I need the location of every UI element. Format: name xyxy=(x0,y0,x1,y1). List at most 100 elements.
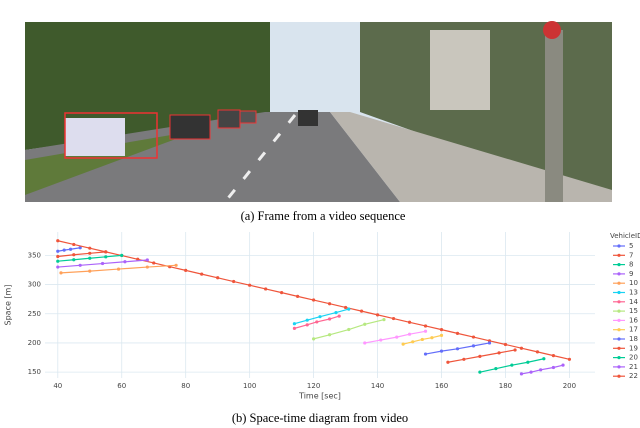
data-point xyxy=(359,309,364,313)
data-point xyxy=(56,254,60,259)
data-point xyxy=(200,272,204,276)
data-point xyxy=(292,326,297,330)
data-point xyxy=(232,279,236,284)
series-line xyxy=(57,247,81,252)
legend-label: 7 xyxy=(629,251,633,259)
data-point xyxy=(72,242,76,247)
legend-swatch xyxy=(617,346,621,350)
legend-label: 20 xyxy=(629,354,638,362)
legend-label: 15 xyxy=(629,307,638,315)
data-point xyxy=(88,246,92,250)
legend-swatch xyxy=(617,263,621,267)
data-point xyxy=(104,250,108,254)
legend-swatch xyxy=(617,318,621,322)
data-point xyxy=(519,346,524,350)
data-point xyxy=(248,283,252,287)
data-point xyxy=(100,261,105,266)
data-point xyxy=(503,342,508,347)
legend-swatch xyxy=(617,272,621,276)
legend-swatch xyxy=(617,253,621,257)
data-point xyxy=(529,370,533,374)
x-axis-label: Time [sec] xyxy=(298,392,341,401)
data-point xyxy=(327,317,332,321)
legend-swatch xyxy=(617,374,621,378)
data-point xyxy=(120,253,124,257)
data-point xyxy=(420,337,424,342)
data-point xyxy=(446,360,450,364)
legend-label: 19 xyxy=(629,344,638,352)
legend-swatch xyxy=(617,365,621,369)
x-tick-label: 180 xyxy=(499,382,512,390)
data-point xyxy=(72,258,76,262)
data-point xyxy=(391,316,396,321)
data-point xyxy=(104,255,108,259)
data-point xyxy=(539,368,543,372)
legend-swatch xyxy=(617,290,621,295)
y-tick-label: 200 xyxy=(28,339,41,347)
series-line xyxy=(447,349,516,363)
x-tick-label: 200 xyxy=(563,382,576,390)
data-point xyxy=(312,298,316,302)
data-point xyxy=(152,261,156,265)
data-point xyxy=(439,333,444,337)
data-point xyxy=(423,329,428,333)
y-axis-label: Space [m] xyxy=(4,285,13,326)
data-point xyxy=(423,352,428,356)
data-point xyxy=(439,328,444,332)
data-point xyxy=(471,335,476,339)
data-point xyxy=(343,305,348,310)
data-point xyxy=(379,338,383,342)
data-point xyxy=(347,327,351,332)
data-point xyxy=(334,310,338,315)
x-tick-label: 160 xyxy=(435,382,448,390)
x-tick-label: 80 xyxy=(181,382,190,390)
data-point xyxy=(264,287,268,291)
legend-label: 18 xyxy=(629,335,638,343)
data-point xyxy=(567,357,572,361)
data-point xyxy=(136,257,140,261)
data-point xyxy=(382,318,386,322)
caption: (b) Space-time diagram from video xyxy=(232,411,408,425)
data-point xyxy=(471,344,476,348)
data-point xyxy=(327,333,332,337)
data-point xyxy=(407,320,412,324)
data-point xyxy=(494,367,498,371)
data-point xyxy=(296,294,300,298)
data-point xyxy=(375,313,380,317)
legend-swatch xyxy=(617,300,621,304)
data-point xyxy=(462,357,466,361)
data-point xyxy=(551,354,556,358)
data-point xyxy=(123,260,127,264)
data-point xyxy=(174,263,178,267)
data-point xyxy=(526,360,530,364)
data-point xyxy=(551,365,556,370)
y-tick-label: 300 xyxy=(28,281,41,289)
y-tick-label: 250 xyxy=(28,310,41,318)
data-point xyxy=(478,354,482,358)
data-point xyxy=(116,267,121,271)
data-point xyxy=(430,336,434,340)
data-point xyxy=(56,265,60,269)
data-point xyxy=(423,324,428,328)
series-line xyxy=(57,251,106,258)
series-line xyxy=(521,364,564,375)
x-tick-label: 120 xyxy=(307,382,320,390)
legend-label: 13 xyxy=(629,289,638,297)
legend-label: 9 xyxy=(629,270,633,278)
data-point xyxy=(363,322,367,326)
data-point xyxy=(411,340,415,344)
data-point xyxy=(455,331,460,335)
data-point xyxy=(88,269,92,273)
data-point xyxy=(542,357,546,361)
data-point xyxy=(145,258,149,262)
legend-label: 21 xyxy=(629,363,638,371)
legend-label: 16 xyxy=(629,316,638,324)
data-point xyxy=(337,314,341,318)
data-point xyxy=(305,318,309,322)
legend-swatch xyxy=(617,337,621,341)
data-point xyxy=(535,350,540,354)
data-point xyxy=(292,322,297,326)
legend-label: 17 xyxy=(629,326,638,334)
data-point xyxy=(59,271,63,275)
legend-swatch xyxy=(617,244,621,248)
